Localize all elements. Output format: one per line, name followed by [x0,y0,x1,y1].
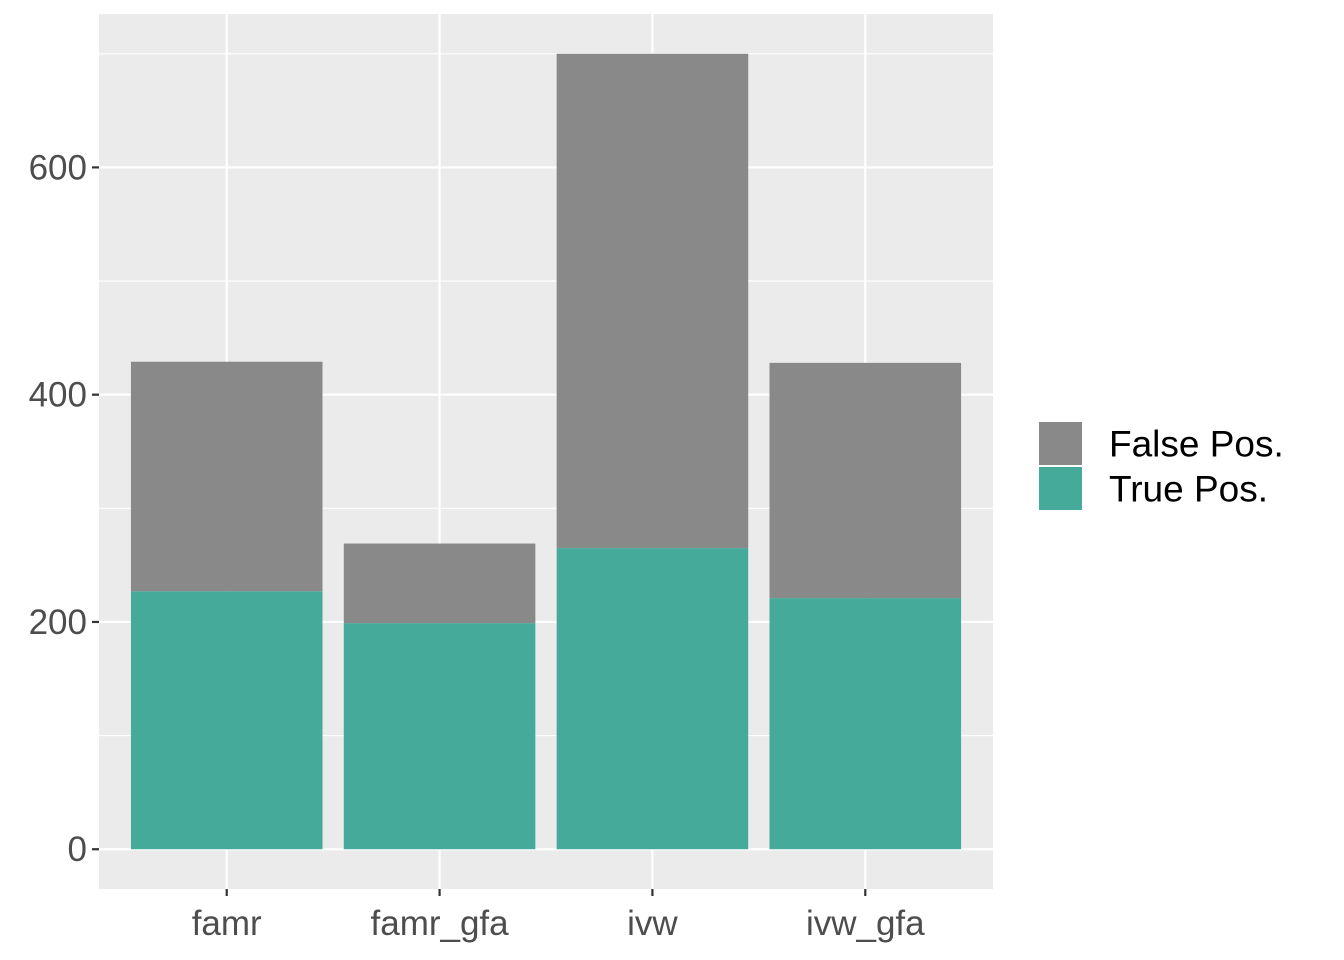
bar-true-pos-ivw [556,548,749,850]
bar-false-pos-famr-gfa [343,543,536,624]
bar-true-pos-ivw-gfa [769,598,962,850]
bar-false-pos-ivw-gfa [769,362,962,599]
legend: False Pos.True Pos. [1039,422,1284,510]
bar-true-pos-famr [130,591,323,850]
y-tick-label: 400 [29,376,87,415]
legend-key-false-pos [1039,422,1082,465]
legend-label: False Pos. [1109,424,1284,465]
y-tick-label: 0 [68,830,87,869]
bars [130,53,962,850]
legend-label: True Pos. [1109,469,1268,510]
x-axis: famr famr_gfa ivw ivw_gfa [192,889,925,943]
x-tick-label: famr [192,904,262,943]
bar-true-pos-famr-gfa [343,623,536,850]
y-tick-label: 200 [29,603,87,642]
x-tick-label: ivw_gfa [806,904,925,943]
bar-false-pos-famr [130,361,323,592]
legend-key-true-pos [1039,467,1082,510]
x-tick-label: ivw [627,904,678,943]
bar-false-pos-ivw [556,53,749,549]
y-tick-label: 600 [29,148,87,187]
y-axis: 0 200 400 600 [29,148,99,869]
x-tick-label: famr_gfa [371,904,510,943]
